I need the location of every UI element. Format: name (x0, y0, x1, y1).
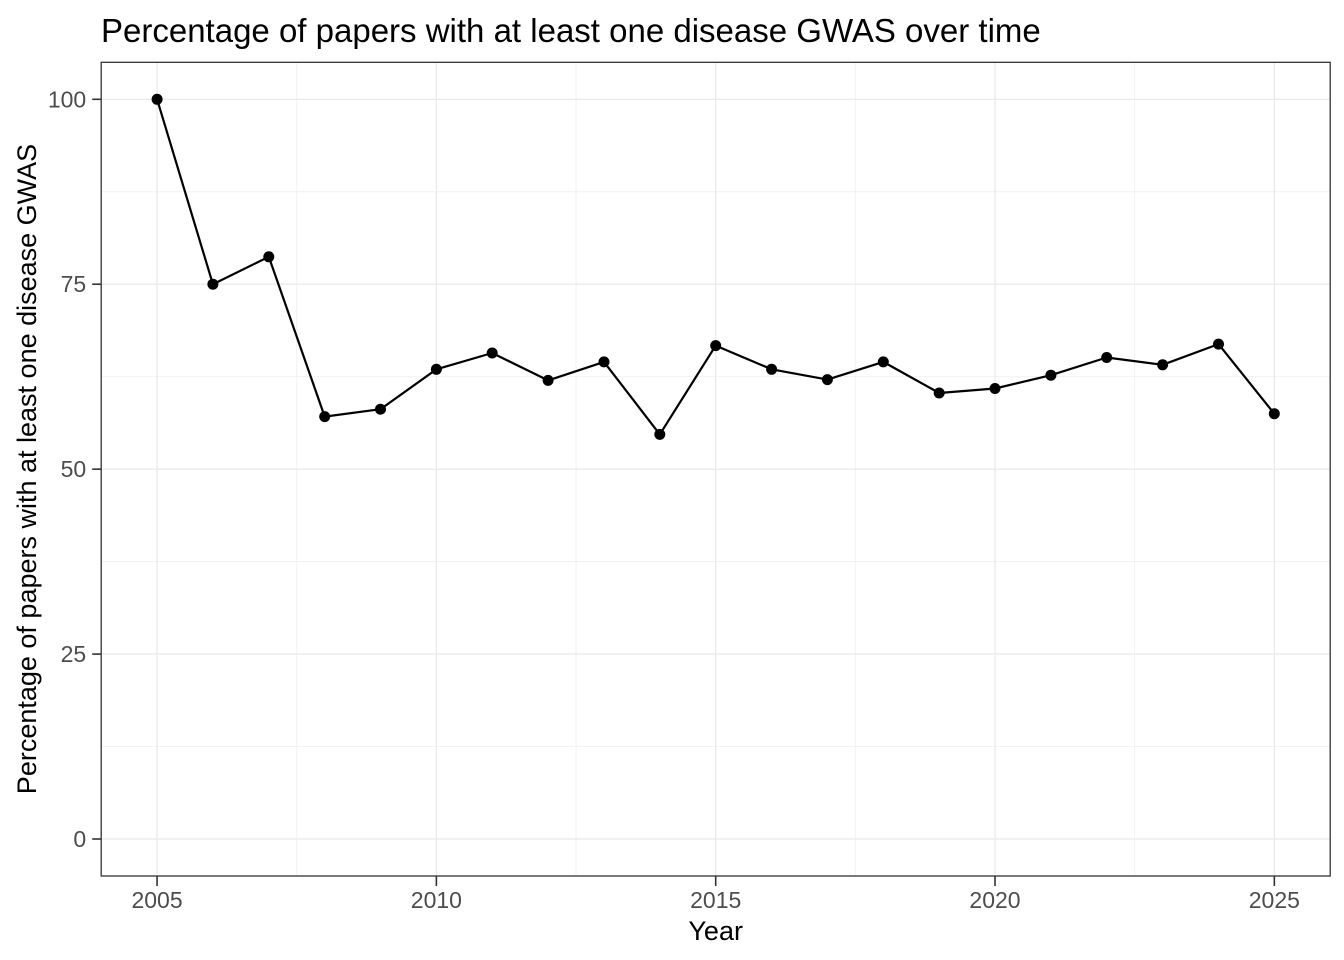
data-point-2012 (542, 374, 554, 386)
tick-labels-layer: 0 25 50 75 100 2005 2010 2015 2020 2025 (48, 86, 1300, 913)
axis-ticks-layer (92, 98, 1276, 886)
x-tick-label: 2025 (1249, 887, 1300, 913)
data-point-2014 (654, 428, 666, 440)
data-point-2020 (989, 383, 1001, 394)
x-tick-label: 2020 (969, 887, 1020, 913)
x-tick-label: 2015 (690, 887, 741, 913)
data-point-2017 (821, 374, 833, 386)
data-point-2015 (710, 340, 722, 352)
data-point-2006 (207, 278, 219, 290)
x-tick-label: 2010 (411, 887, 462, 913)
chart-title: Percentage of papers with at least one d… (101, 12, 1041, 49)
data-point-2019 (933, 387, 945, 399)
data-point-2009 (375, 403, 386, 415)
data-point-2013 (598, 356, 610, 368)
y-tick-label: 75 (61, 271, 87, 297)
data-point-2011 (486, 347, 498, 359)
data-series-layer (151, 93, 1280, 440)
y-tick-label: 0 (73, 826, 86, 852)
data-point-2022 (1101, 352, 1113, 363)
data-point-2010 (430, 363, 442, 375)
y-tick-label: 50 (61, 456, 87, 482)
data-point-2005 (151, 93, 163, 105)
x-tick-label: 2005 (131, 887, 182, 913)
data-point-2025 (1268, 408, 1280, 420)
y-axis-title: Percentage of papers with at least one d… (12, 144, 42, 794)
data-point-2023 (1157, 359, 1169, 371)
data-point-2021 (1045, 369, 1057, 381)
data-point-2007 (263, 251, 275, 263)
major-gridlines-layer (101, 62, 1331, 876)
y-tick-label: 100 (48, 86, 86, 112)
data-point-2018 (877, 356, 889, 368)
y-tick-label: 25 (61, 641, 87, 667)
data-point-2008 (319, 411, 331, 423)
data-point-2024 (1213, 338, 1224, 350)
data-point-2016 (766, 363, 778, 375)
x-axis-title: Year (688, 916, 743, 946)
